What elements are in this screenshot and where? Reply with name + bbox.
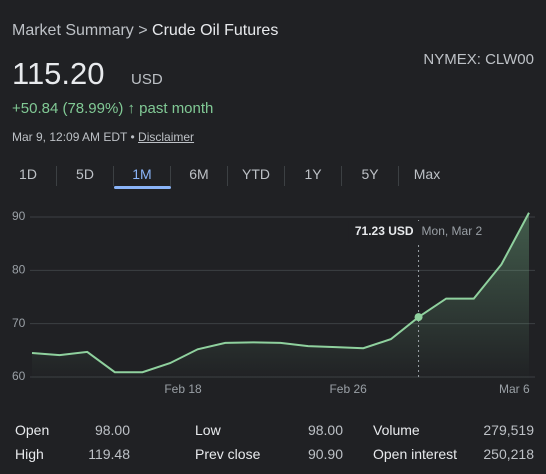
stat-label: Low [195, 422, 221, 438]
tab[interactable]: Max [413, 166, 441, 182]
tooltip-box [348, 221, 489, 243]
chart: 60 70 80 90 Feb 18 Feb 26 Mar 6 71.23 USD Mon, M… [12, 209, 535, 396]
breadcrumb[interactable]: Market Summary [12, 22, 134, 39]
tab-separator [113, 166, 114, 186]
tab-separator [56, 166, 57, 186]
stat-label: Open [15, 422, 50, 438]
tab-separator [398, 166, 399, 186]
breadcrumb-row: Market Summary > Crude Oil Futures [12, 22, 278, 40]
y-tick-label: 60 [12, 369, 26, 383]
y-tick-label: 90 [12, 209, 26, 223]
tab-underline [114, 186, 171, 189]
tab-separator [170, 166, 171, 186]
exchange: NYMEX: CLW00 [423, 51, 534, 68]
change-row: +50.84 (78.99%) ↑ past month [12, 100, 213, 117]
tab-separator [227, 166, 228, 186]
area [32, 212, 529, 381]
stat-label: Prev close [195, 446, 261, 462]
stat-label: Volume [373, 422, 420, 438]
price: 115.20 [12, 56, 105, 91]
separator: > [138, 22, 148, 39]
y-tick-label: 70 [12, 316, 26, 330]
y-tick-label: 80 [12, 263, 26, 277]
tab-separator [284, 166, 285, 186]
stat-value: 98.00 [94, 422, 130, 438]
tab[interactable]: YTD [242, 166, 270, 182]
stat-value: 279,519 [483, 422, 534, 438]
stat-value: 250,218 [483, 446, 534, 462]
x-tick-label: Feb 26 [329, 382, 367, 396]
tab[interactable]: 1M [132, 166, 152, 182]
title: Crude Oil Futures [152, 22, 279, 39]
stat-label: High [15, 446, 44, 462]
tooltip-date: Mon, Mar 2 [422, 224, 483, 238]
currency: USD [131, 71, 163, 88]
stat-value: 98.00 [307, 422, 343, 438]
tab[interactable]: 6M [189, 166, 209, 182]
timestamp: Mar 9, 12:09 AM EDT • [12, 130, 135, 144]
period: past month [139, 100, 214, 117]
change: +50.84 (78.99%) [12, 100, 124, 117]
timestamp-row: Mar 9, 12:09 AM EDT • Disclaimer [12, 130, 194, 144]
x-tick-label: Feb 18 [164, 382, 202, 396]
arrow: ↑ [127, 100, 136, 117]
disclaimer[interactable]: Disclaimer [138, 130, 195, 144]
stat-value: 90.90 [307, 446, 343, 462]
tab[interactable]: 5Y [361, 166, 379, 182]
stat-value: 119.48 [88, 446, 130, 462]
stat-label: Open interest [373, 446, 458, 462]
point [414, 313, 423, 322]
tab[interactable]: 5D [76, 166, 94, 182]
tab[interactable]: 1Y [304, 166, 322, 182]
line [31, 212, 530, 374]
tab-separator [341, 166, 342, 186]
tooltip-value: 71.23 USD [355, 224, 414, 238]
tab[interactable]: 1D [19, 166, 37, 182]
x-tick-label: Mar 6 [499, 382, 530, 396]
